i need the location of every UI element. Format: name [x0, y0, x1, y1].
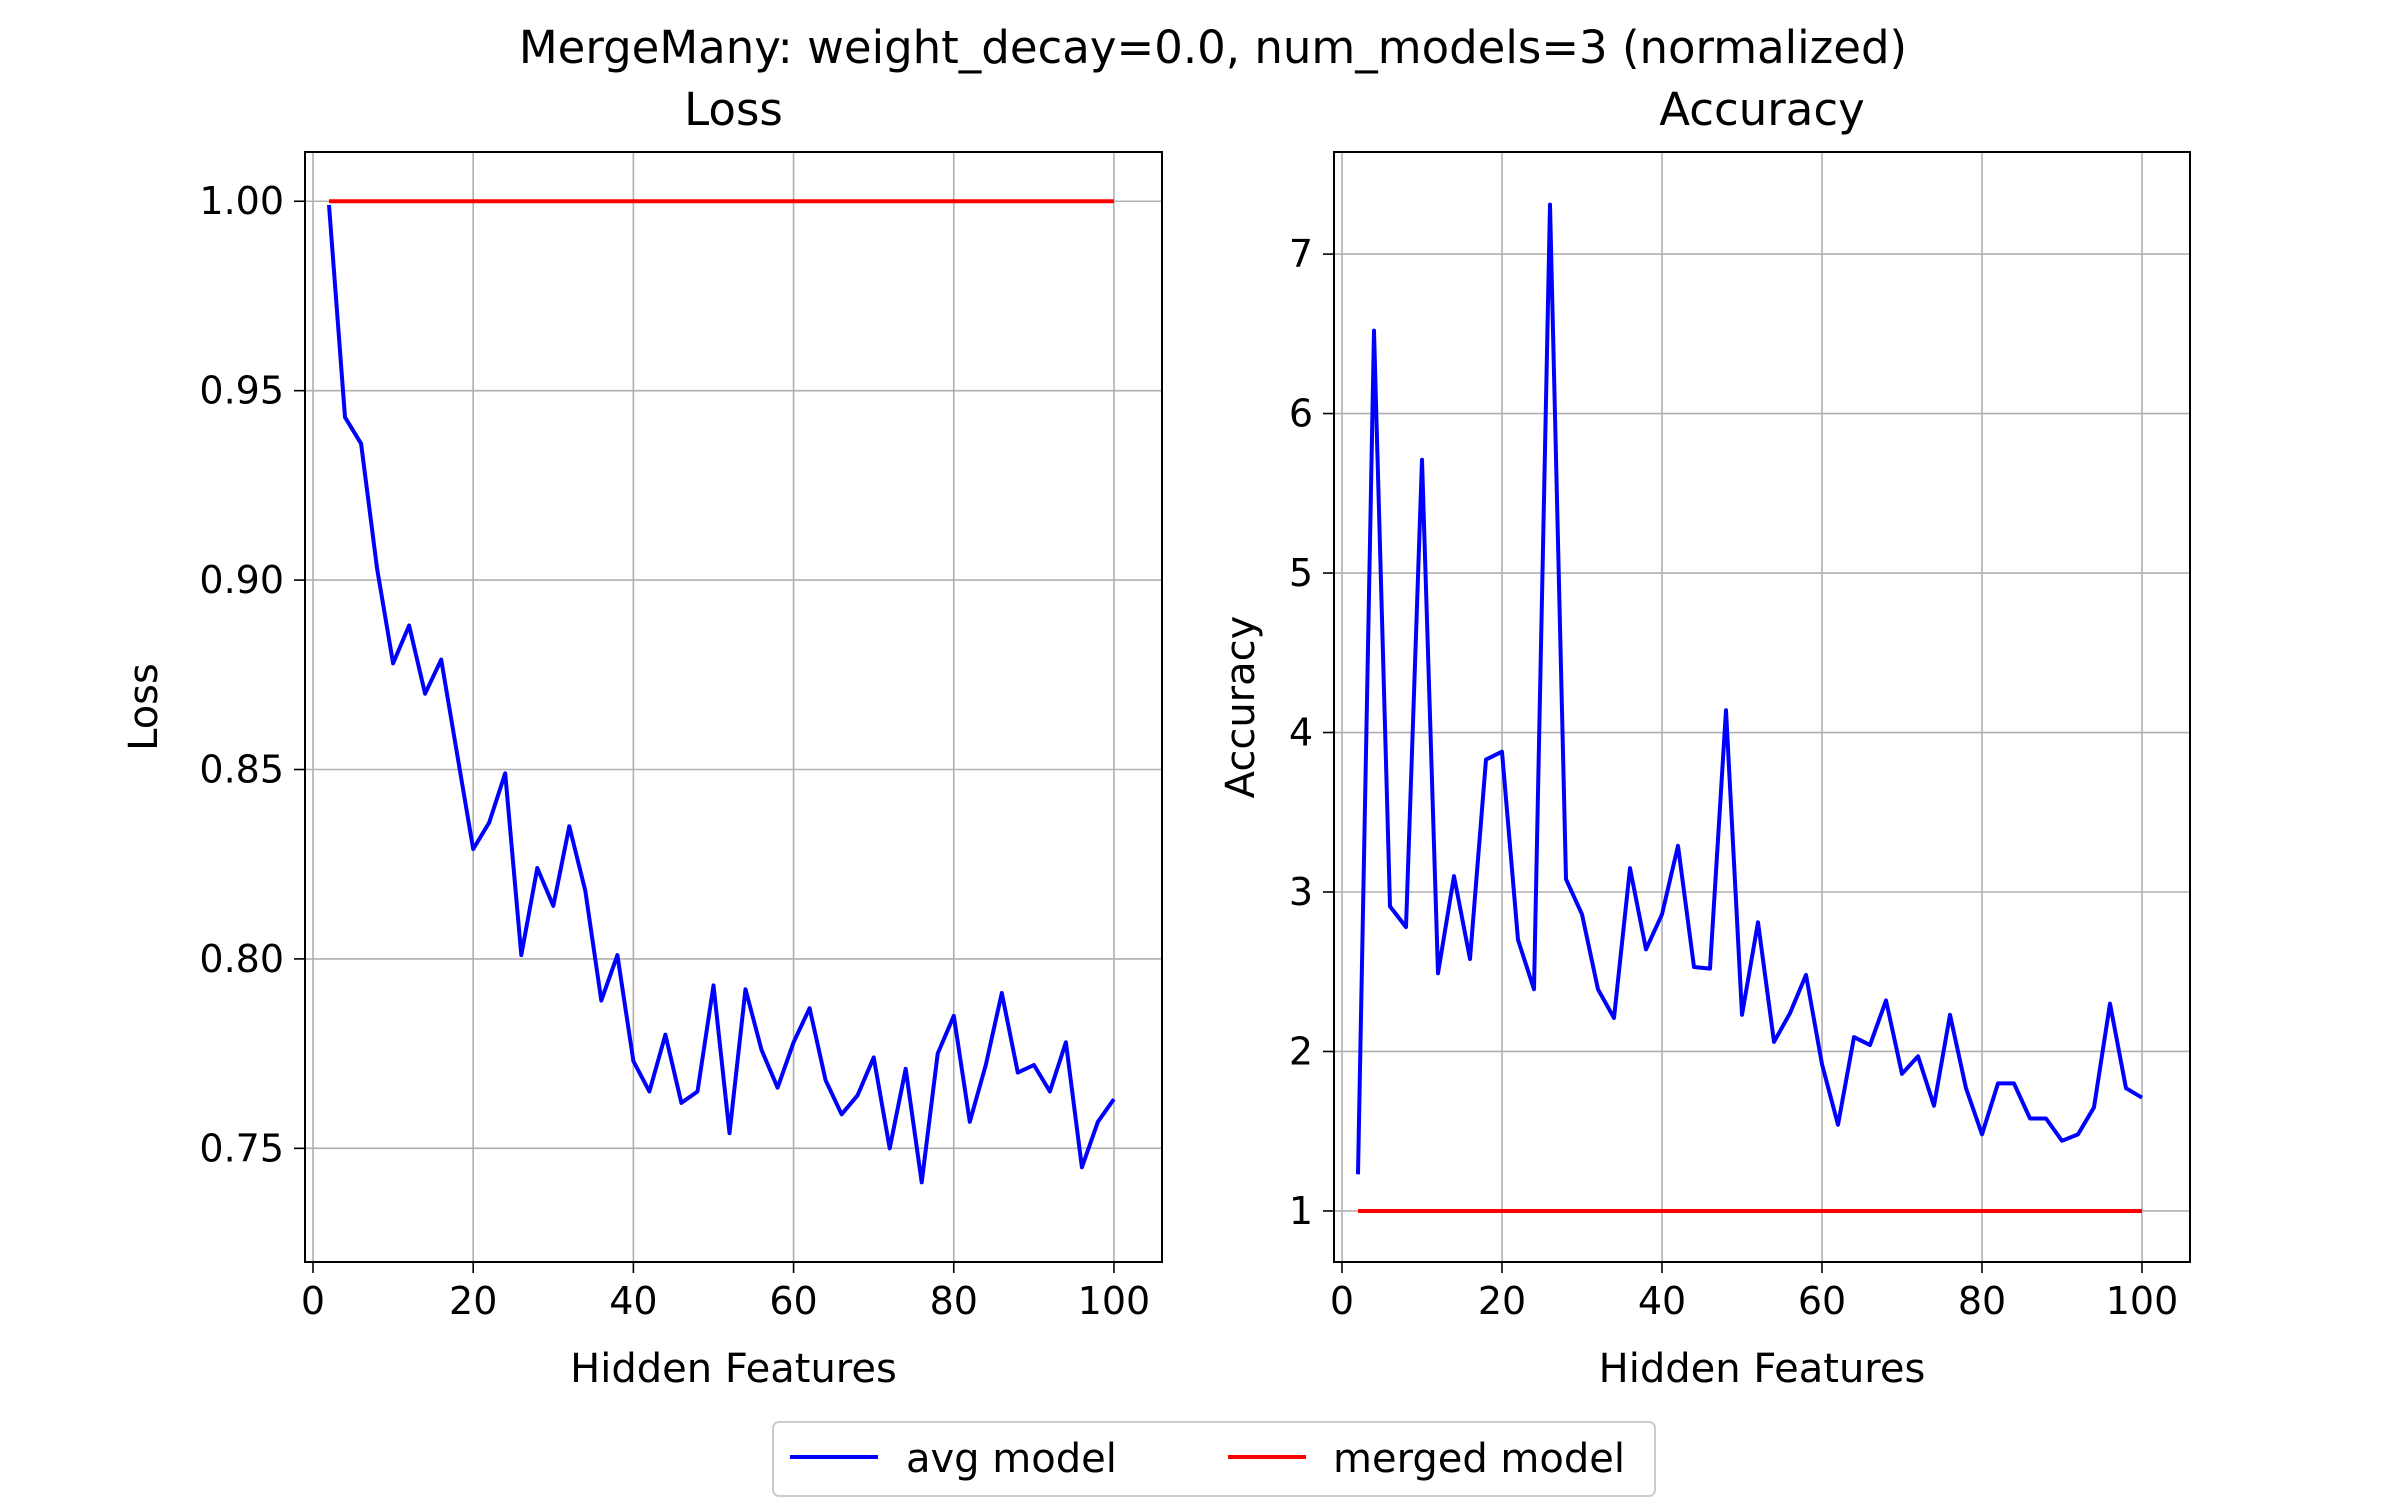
accuracy-series-avg-model	[1356, 202, 2144, 1175]
accuracy-axes-frame	[1333, 151, 2191, 1263]
accuracy-y-tick-label-5: 5	[1289, 551, 1313, 595]
loss-chart-title: Loss	[684, 83, 783, 136]
accuracy-x-tick-label-40: 40	[1638, 1279, 1686, 1323]
loss-series-avg-model	[327, 204, 1116, 1185]
loss-y-tick-label-0-80: 0.80	[199, 937, 284, 981]
accuracy-x-tick-label-60: 60	[1798, 1279, 1846, 1323]
loss-x-tick-label-40: 40	[609, 1279, 657, 1323]
loss-y-tick-label-1-00: 1.00	[199, 179, 284, 223]
loss-axes-frame	[304, 151, 1163, 1263]
loss-x-tick-label-80: 80	[930, 1279, 978, 1323]
accuracy-x-tick-label-100: 100	[2106, 1279, 2179, 1323]
loss-x-tick-label-20: 20	[449, 1279, 497, 1323]
accuracy-x-axis-label: Hidden Features	[1599, 1346, 1926, 1392]
accuracy-y-tick-label-4: 4	[1289, 711, 1313, 755]
accuracy-x-tick-label-80: 80	[1958, 1279, 2006, 1323]
accuracy-y-tick-label-7: 7	[1289, 232, 1313, 276]
figure-suptitle: MergeMany: weight_decay=0.0, num_models=…	[519, 21, 1907, 74]
legend-label-merged-model: merged model	[1333, 1436, 1625, 1482]
legend-frame	[772, 1421, 1656, 1497]
accuracy-y-axis-label: Accuracy	[1218, 616, 1264, 799]
loss-y-axis-label: Loss	[121, 663, 167, 751]
loss-x-tick-label-100: 100	[1078, 1279, 1151, 1323]
accuracy-x-tick-label-0: 0	[1330, 1279, 1354, 1323]
loss-y-tick-label-0-90: 0.90	[199, 558, 284, 602]
legend: avg model merged model	[772, 1421, 1656, 1497]
loss-chart: 0 20 40 60 80 100 0.75 0.80 0.85 0.90 0.95 1.00 Hidd…	[121, 83, 1163, 1392]
accuracy-y-tick-label-3: 3	[1289, 870, 1313, 914]
loss-x-tick-label-60: 60	[769, 1279, 817, 1323]
loss-y-tick-label-0-85: 0.85	[199, 748, 284, 792]
accuracy-x-tick-label-20: 20	[1478, 1279, 1526, 1323]
accuracy-chart: 0 20 40 60 80 100 1 2 3 4 5 6 7 Hidden Features Accura…	[1218, 83, 2191, 1392]
accuracy-chart-title: Accuracy	[1659, 83, 1864, 136]
loss-y-tick-label-0-75: 0.75	[199, 1126, 284, 1170]
loss-x-tick-label-0: 0	[301, 1279, 325, 1323]
accuracy-y-tick-label-2: 2	[1289, 1029, 1313, 1073]
accuracy-y-tick-label-1: 1	[1289, 1189, 1313, 1233]
legend-label-avg-model: avg model	[906, 1436, 1117, 1482]
loss-x-axis-label: Hidden Features	[570, 1346, 897, 1392]
loss-y-tick-label-0-95: 0.95	[199, 369, 284, 413]
accuracy-y-tick-label-6: 6	[1289, 392, 1313, 436]
